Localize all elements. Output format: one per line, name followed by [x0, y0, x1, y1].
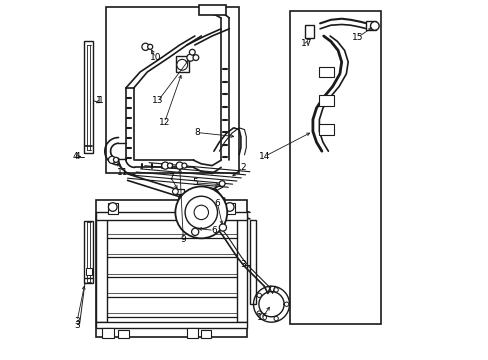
Text: 14: 14: [258, 152, 269, 161]
Circle shape: [147, 44, 152, 49]
Text: 1: 1: [96, 96, 102, 105]
Circle shape: [284, 302, 288, 306]
Bar: [106, 7, 239, 173]
Circle shape: [273, 288, 278, 292]
Circle shape: [108, 203, 117, 211]
Bar: [186, 328, 198, 338]
Bar: [318, 124, 333, 135]
Text: 7: 7: [167, 173, 173, 181]
Bar: [289, 11, 381, 324]
Bar: [236, 214, 247, 322]
Text: 5: 5: [192, 178, 197, 187]
Circle shape: [167, 163, 172, 168]
Circle shape: [108, 156, 115, 163]
Bar: [118, 330, 128, 338]
Text: 13: 13: [152, 96, 163, 105]
Text: 12: 12: [159, 118, 170, 127]
Bar: [96, 322, 247, 328]
Circle shape: [185, 196, 217, 229]
Text: 4: 4: [72, 152, 78, 161]
Bar: [249, 220, 256, 304]
Bar: [305, 25, 313, 38]
Text: 3: 3: [74, 321, 80, 330]
Bar: [224, 203, 234, 214]
Bar: [86, 268, 92, 275]
Bar: [102, 328, 114, 338]
Text: 3: 3: [74, 317, 80, 325]
Text: 16: 16: [256, 313, 268, 322]
Circle shape: [219, 224, 226, 231]
Bar: [96, 212, 247, 220]
Circle shape: [162, 162, 168, 169]
Bar: [84, 221, 93, 283]
Bar: [176, 189, 183, 194]
Ellipse shape: [305, 26, 313, 31]
Circle shape: [172, 189, 178, 194]
Bar: [96, 200, 247, 337]
Circle shape: [191, 228, 199, 235]
Text: 10: 10: [149, 53, 161, 62]
Circle shape: [177, 59, 187, 70]
Circle shape: [370, 22, 378, 30]
Circle shape: [257, 293, 261, 297]
Text: 9: 9: [180, 235, 186, 244]
Circle shape: [182, 163, 186, 168]
Bar: [318, 95, 333, 106]
Circle shape: [225, 203, 234, 211]
Bar: [84, 41, 93, 153]
Circle shape: [142, 43, 149, 50]
Text: 6: 6: [214, 199, 220, 208]
Text: 4: 4: [74, 152, 80, 161]
Text: 11: 11: [117, 167, 128, 176]
Bar: [318, 67, 333, 77]
Text: 17: 17: [300, 39, 311, 48]
Bar: [200, 330, 211, 338]
Circle shape: [113, 157, 118, 162]
Circle shape: [273, 316, 278, 321]
Text: 8: 8: [194, 128, 200, 137]
Circle shape: [194, 205, 208, 220]
Text: 2: 2: [240, 163, 245, 172]
Text: 6: 6: [211, 226, 216, 235]
Text: 1: 1: [98, 96, 103, 105]
Circle shape: [189, 49, 195, 55]
Circle shape: [193, 55, 199, 60]
Bar: [176, 56, 188, 72]
Circle shape: [186, 54, 194, 61]
Bar: [366, 21, 375, 30]
Text: 3: 3: [239, 260, 245, 269]
Bar: [107, 203, 118, 214]
Circle shape: [257, 311, 261, 315]
Circle shape: [175, 186, 227, 238]
Circle shape: [219, 181, 224, 186]
Text: 15: 15: [351, 32, 363, 41]
Bar: [199, 5, 226, 15]
Circle shape: [176, 162, 183, 169]
Bar: [96, 214, 107, 322]
